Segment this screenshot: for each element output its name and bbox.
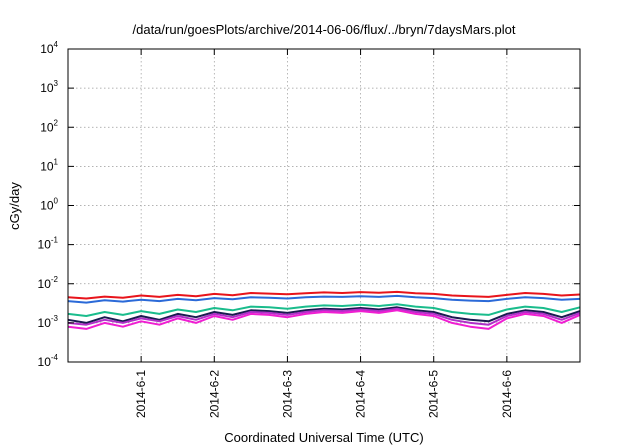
- y-axis: 10-4 10-3 10-2 10-1 100 101 102 103 104: [38, 40, 580, 369]
- series-line-1: [67, 290, 581, 300]
- x-tick-label: 2014-6-1: [134, 370, 148, 418]
- y-tick-label: 10-3: [38, 314, 59, 330]
- chart-title: /data/run/goesPlots/archive/2014-06-06/f…: [133, 22, 516, 37]
- x-tick-label: 2014-6-3: [280, 370, 294, 418]
- y-tick-label: 10-4: [38, 353, 59, 369]
- y-tick-label: 101: [40, 157, 58, 173]
- series-line-2: [67, 294, 581, 304]
- x-tick-label: 2014-6-2: [207, 370, 221, 418]
- y-tick-label: 103: [40, 79, 58, 95]
- y-tick-label: 104: [40, 40, 58, 56]
- series-line-5: [67, 307, 581, 326]
- series-line-4: [67, 306, 581, 324]
- x-tick-label: 2014-6-6: [500, 370, 514, 418]
- series-group: [67, 290, 581, 330]
- series-line-3: [67, 303, 581, 317]
- y-tick-label: 100: [40, 197, 58, 213]
- y-tick-label: 102: [40, 118, 58, 134]
- x-axis: 2014-6-1 2014-6-2 2014-6-3 2014-6-4 2014-6-5…: [134, 49, 514, 418]
- y-tick-label: 10-2: [38, 275, 59, 291]
- series-line-6: [67, 309, 581, 330]
- x-tick-label: 2014-6-4: [354, 370, 368, 418]
- y-axis-label: cGy/day: [7, 182, 22, 230]
- x-tick-label: 2014-6-5: [427, 370, 441, 418]
- y-tick-label: 10-1: [38, 236, 59, 252]
- grid: [68, 49, 580, 362]
- x-axis-label: Coordinated Universal Time (UTC): [224, 430, 423, 445]
